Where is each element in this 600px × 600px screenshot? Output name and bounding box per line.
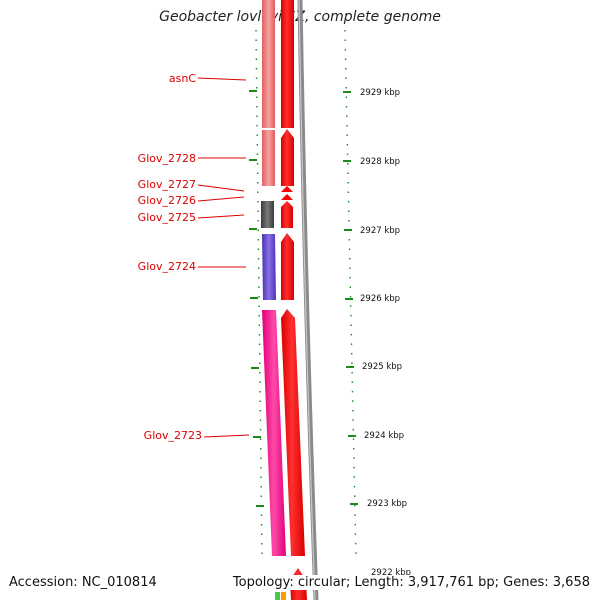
arrow-glov-2724[interactable]: [281, 233, 294, 300]
gene-label-glov-2724[interactable]: Glov_2724: [138, 260, 196, 273]
gene-labels: asnC Glov_2728 Glov_2727 Glov_2726 Glov_…: [138, 72, 202, 442]
arrow-glov-2727[interactable]: [281, 186, 293, 192]
gene-glov-2724[interactable]: [262, 234, 276, 300]
gene-track: [261, 0, 286, 600]
gene-bottom-green[interactable]: [275, 592, 280, 600]
gene-bottom-orange[interactable]: [281, 592, 286, 600]
kbp-label-2923: 2923 kbp: [367, 499, 407, 509]
gene-label-glov-2726[interactable]: Glov_2726: [138, 194, 196, 207]
gene-glov-2723[interactable]: [262, 310, 286, 556]
gene-glov-2725[interactable]: [261, 201, 274, 228]
kbp-label-2924: 2924 kbp: [364, 431, 404, 441]
arrow-glov-2723[interactable]: [281, 309, 305, 556]
kbp-label-2925: 2925 kbp: [362, 362, 402, 372]
accession-text: Accession: NC_010814: [9, 575, 157, 590]
gene-label-glov-2725[interactable]: Glov_2725: [138, 211, 196, 224]
arrow-glov-2726[interactable]: [281, 194, 293, 200]
kbp-label-2927: 2927 kbp: [360, 226, 400, 236]
kbp-labels: 2929 kbp 2928 kbp 2927 kbp 2926 kbp 2925…: [360, 88, 411, 578]
arrow-asnC[interactable]: [281, 0, 294, 128]
inner-tick-ruler: [255, 29, 263, 561]
gene-label-asnC[interactable]: asnC: [169, 72, 196, 85]
gene-glov-2728[interactable]: [262, 130, 275, 186]
inner-tick-marks: [249, 90, 264, 507]
kbp-label-2928: 2928 kbp: [360, 157, 400, 167]
gene-label-glov-2723[interactable]: Glov_2723: [144, 429, 202, 442]
gene-label-glov-2728[interactable]: Glov_2728: [138, 152, 196, 165]
kbp-label-2926: 2926 kbp: [360, 294, 400, 304]
arrow-glov-2728[interactable]: [281, 129, 294, 186]
kbp-label-2929: 2929 kbp: [360, 88, 400, 98]
label-leaders: [197, 77, 250, 438]
gene-asnC[interactable]: [262, 0, 275, 128]
outer-tick-marks: [343, 91, 358, 505]
arrow-glov-2725[interactable]: [281, 201, 293, 228]
gene-label-glov-2727[interactable]: Glov_2727: [138, 178, 196, 191]
topology-text: Topology: circular; Length: 3,917,761 bp…: [230, 575, 590, 590]
outer-tick-ruler: [344, 29, 357, 561]
backbone-line: [297, 0, 319, 600]
kbp-label-2922: 2922 kbp: [371, 568, 411, 578]
backbone-highlight: [298, 0, 316, 600]
